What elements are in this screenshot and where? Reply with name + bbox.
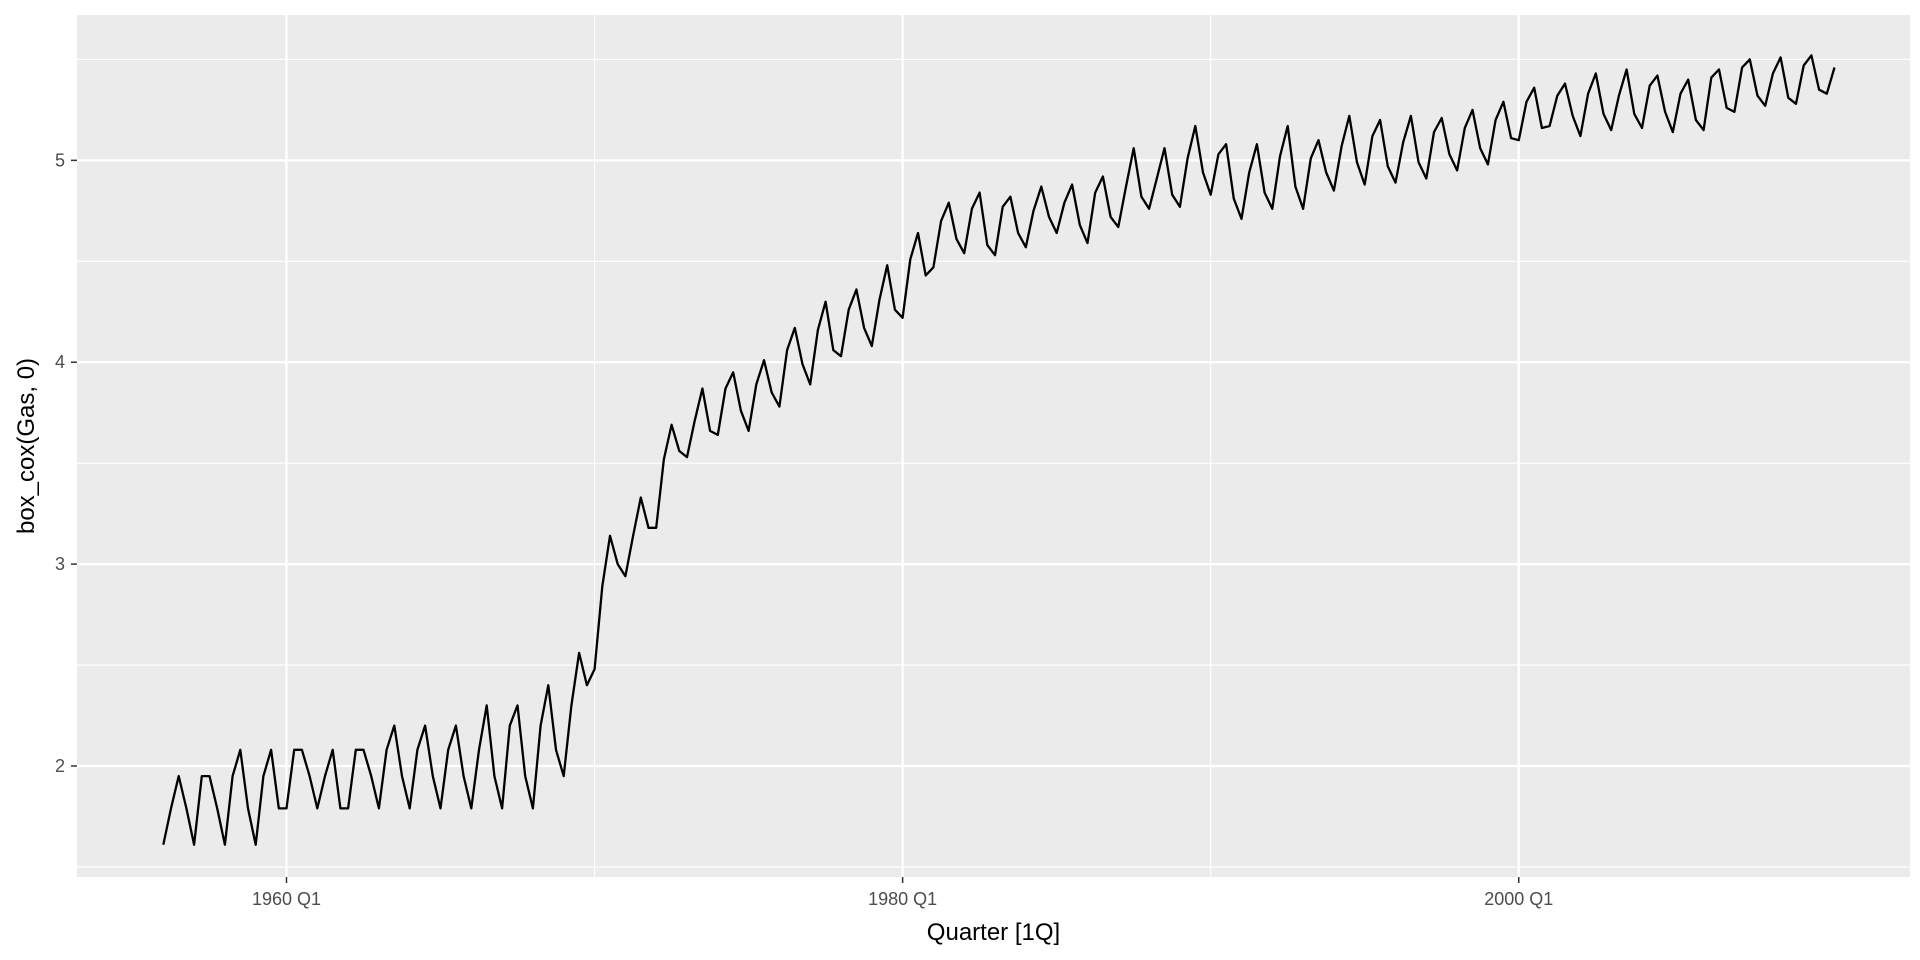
y-tick-label: 4	[55, 352, 65, 372]
x-tick-label: 1980 Q1	[868, 889, 937, 909]
x-tick-label: 1960 Q1	[252, 889, 321, 909]
y-axis-title: box_cox(Gas, 0)	[13, 358, 40, 534]
y-tick-label: 2	[55, 756, 65, 776]
series-layer	[162, 54, 1836, 846]
axis-ticks: 1960 Q1 1980 Q1 2000 Q1 2 3 4 5	[55, 150, 1553, 909]
grid-lines	[77, 15, 1910, 877]
y-tick-label: 5	[55, 150, 65, 170]
series-line	[162, 54, 1836, 846]
x-tick-label: 2000 Q1	[1484, 889, 1553, 909]
y-tick-label: 3	[55, 554, 65, 574]
x-axis-title: Quarter [1Q]	[927, 919, 1060, 946]
plot-panel	[77, 15, 1910, 877]
